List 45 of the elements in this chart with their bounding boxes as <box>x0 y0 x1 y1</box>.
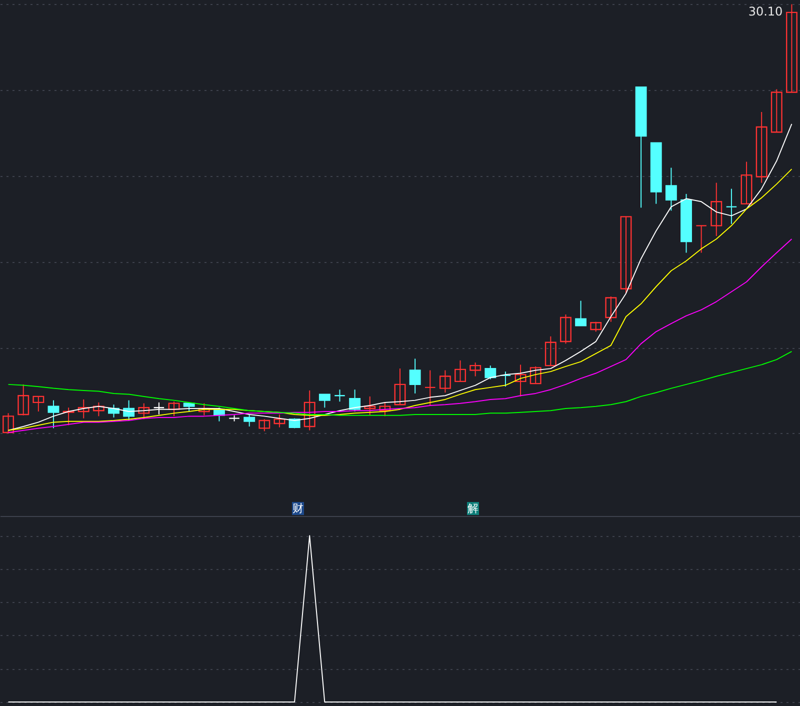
candlestick <box>364 396 376 416</box>
text: 解 <box>468 502 478 515</box>
candlestick <box>726 188 738 224</box>
candlestick <box>575 300 587 326</box>
candlestick <box>48 400 60 429</box>
candlestick <box>18 384 30 416</box>
annotation: 30.10 <box>748 4 783 18</box>
candlestick <box>2 412 14 434</box>
candlestick <box>78 398 90 419</box>
candlestick <box>244 414 256 427</box>
candlestick <box>665 167 677 212</box>
candlestick <box>756 111 768 184</box>
candlestick <box>32 396 44 412</box>
candlestick <box>274 414 286 428</box>
candlestick <box>409 358 421 394</box>
candlestick <box>304 390 316 431</box>
candlestick <box>153 402 165 415</box>
candlestick <box>590 321 602 332</box>
candlestick <box>484 365 496 380</box>
candlestick <box>740 161 752 204</box>
candlestick <box>530 366 542 384</box>
candlestick <box>560 314 572 344</box>
candlestick <box>605 296 617 322</box>
candlestick <box>92 402 104 417</box>
candlestick <box>544 336 556 366</box>
candlestick <box>379 402 391 417</box>
candlestick <box>470 362 482 377</box>
candlestick <box>318 394 330 408</box>
candlestick <box>138 402 150 420</box>
candlestick <box>439 370 451 394</box>
candlestick <box>394 368 406 406</box>
candlestick <box>168 401 180 417</box>
candlestick <box>349 389 361 412</box>
text: 财 <box>292 502 304 515</box>
candlestick <box>620 216 632 294</box>
candlestick <box>770 88 782 133</box>
candlestick <box>696 225 708 254</box>
candlestick <box>334 389 346 402</box>
candlestick <box>62 407 74 426</box>
candlestick <box>514 364 526 397</box>
candlestick <box>454 360 466 382</box>
candlestick <box>424 370 436 406</box>
candlestick <box>258 418 270 432</box>
candlestick <box>786 4 798 93</box>
candlestick <box>710 182 722 236</box>
